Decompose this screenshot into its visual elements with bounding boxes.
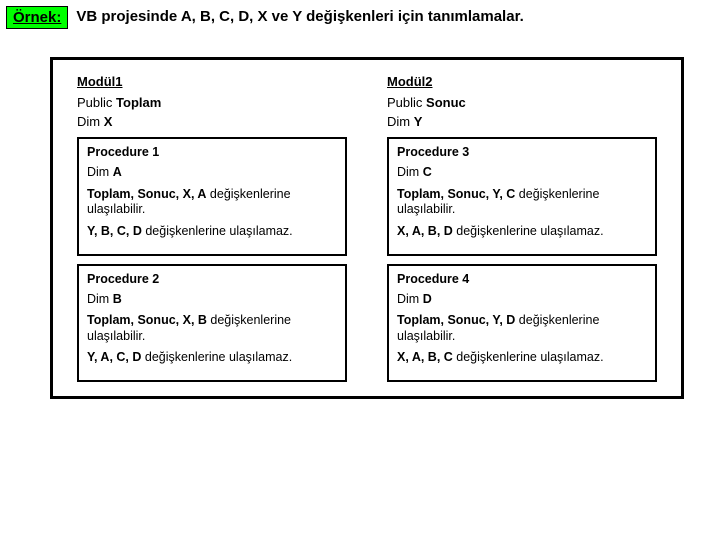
dim-var: A [113, 165, 122, 179]
procedure-4-unreach: X, A, B, C değişkenlerine ulaşılamaz. [397, 350, 647, 366]
dim-var: B [113, 292, 122, 306]
procedure-2-unreach: Y, A, C, D değişkenlerine ulaşılamaz. [87, 350, 337, 366]
procedure-2-title: Procedure 2 [87, 272, 337, 286]
procedure-2-dim: Dim B [87, 292, 337, 308]
procedure-4-dim: Dim D [397, 292, 647, 308]
unreach-vars: X, A, B, D [397, 224, 453, 238]
unreach-vars: Y, A, C, D [87, 350, 141, 364]
module-2-dim: Dim Y [387, 114, 657, 129]
dim-keyword: Dim [397, 292, 423, 306]
dim-var: Y [414, 114, 423, 129]
header: Örnek: VB projesinde A, B, C, D, X ve Y … [0, 0, 720, 29]
procedure-2-box: Procedure 2 Dim B Toplam, Sonuc, X, B de… [77, 264, 347, 383]
procedure-1-dim: Dim A [87, 165, 337, 181]
dim-keyword: Dim [397, 165, 423, 179]
reach-vars: Toplam, Sonuc, Y, C [397, 187, 515, 201]
unreach-vars: Y, B, C, D [87, 224, 142, 238]
unreach-text: değişkenlerine ulaşılamaz. [453, 224, 604, 238]
project-frame: Modül1 Public Toplam Dim X Procedure 1 D… [50, 57, 684, 399]
procedure-4-title: Procedure 4 [397, 272, 647, 286]
unreach-vars: X, A, B, C [397, 350, 453, 364]
procedure-1-unreach: Y, B, C, D değişkenlerine ulaşılamaz. [87, 224, 337, 240]
dim-var: C [423, 165, 432, 179]
dim-keyword: Dim [387, 114, 414, 129]
reach-vars: Toplam, Sonuc, Y, D [397, 313, 515, 327]
procedure-3-dim: Dim C [397, 165, 647, 181]
module-2: Modül2 Public Sonuc Dim Y Procedure 3 Di… [387, 74, 657, 382]
procedure-1-box: Procedure 1 Dim A Toplam, Sonuc, X, A de… [77, 137, 347, 256]
reach-vars: Toplam, Sonuc, X, A [87, 187, 206, 201]
public-keyword: Public [77, 95, 116, 110]
unreach-text: değişkenlerine ulaşılamaz. [141, 350, 292, 364]
procedure-3-unreach: X, A, B, D değişkenlerine ulaşılamaz. [397, 224, 647, 240]
procedure-4-box: Procedure 4 Dim D Toplam, Sonuc, Y, D de… [387, 264, 657, 383]
procedure-1-reach: Toplam, Sonuc, X, A değişkenlerine ulaşı… [87, 187, 337, 218]
module-2-title: Modül2 [387, 74, 657, 89]
unreach-text: değişkenlerine ulaşılamaz. [142, 224, 293, 238]
module-1: Modül1 Public Toplam Dim X Procedure 1 D… [77, 74, 347, 382]
page-title: VB projesinde A, B, C, D, X ve Y değişke… [76, 6, 523, 25]
procedure-3-reach: Toplam, Sonuc, Y, C değişkenlerine ulaşı… [397, 187, 647, 218]
procedure-4-reach: Toplam, Sonuc, Y, D değişkenlerine ulaşı… [397, 313, 647, 344]
reach-vars: Toplam, Sonuc, X, B [87, 313, 207, 327]
unreach-text: değişkenlerine ulaşılamaz. [453, 350, 604, 364]
dim-var: X [104, 114, 113, 129]
modules-row: Modül1 Public Toplam Dim X Procedure 1 D… [77, 74, 657, 382]
procedure-2-reach: Toplam, Sonuc, X, B değişkenlerine ulaşı… [87, 313, 337, 344]
module-1-public: Public Toplam [77, 95, 347, 110]
public-var: Toplam [116, 95, 161, 110]
dim-var: D [423, 292, 432, 306]
dim-keyword: Dim [77, 114, 104, 129]
public-keyword: Public [387, 95, 426, 110]
module-2-public: Public Sonuc [387, 95, 657, 110]
procedure-3-box: Procedure 3 Dim C Toplam, Sonuc, Y, C de… [387, 137, 657, 256]
dim-keyword: Dim [87, 165, 113, 179]
module-1-dim: Dim X [77, 114, 347, 129]
public-var: Sonuc [426, 95, 466, 110]
example-badge: Örnek: [6, 6, 68, 29]
module-1-title: Modül1 [77, 74, 347, 89]
procedure-1-title: Procedure 1 [87, 145, 337, 159]
dim-keyword: Dim [87, 292, 113, 306]
procedure-3-title: Procedure 3 [397, 145, 647, 159]
